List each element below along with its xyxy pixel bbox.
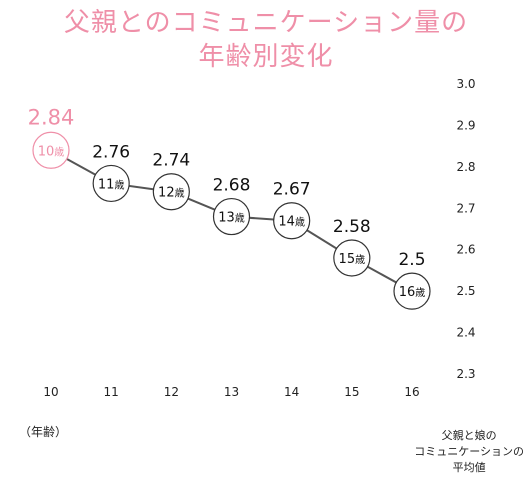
y-axis-label: 父親と娘の コミュニケーションの 平均値 (414, 428, 524, 476)
data-point-age-label: 10歳 (38, 144, 65, 159)
data-value-label: 2.58 (333, 217, 371, 237)
y-tick-label-2.3: 2.3 (456, 367, 475, 381)
data-value-label: 2.76 (92, 142, 130, 162)
data-point-marker (273, 202, 311, 240)
y-tick-label-2.6: 2.6 (456, 243, 475, 257)
data-value-label: 2.74 (152, 151, 190, 171)
x-tick-label-16: 16 (404, 385, 419, 399)
data-value-label: 2.84 (28, 105, 75, 129)
y-axis-label-line-3: 平均値 (452, 461, 486, 474)
data-value-label: 2.67 (273, 180, 311, 200)
x-tick-label-15: 15 (344, 385, 359, 399)
data-point-marker (152, 173, 190, 211)
data-point-marker (393, 272, 431, 310)
data-point-marker (212, 197, 251, 236)
data-value-label: 2.68 (213, 176, 251, 196)
chart-title: 父親とのコミュニケーション量の 年齢別変化 (0, 6, 532, 74)
data-point-marker (333, 239, 371, 277)
y-tick-label-3.0: 3.0 (456, 77, 475, 91)
x-tick-label-12: 12 (164, 385, 179, 399)
y-tick-label-2.5: 2.5 (456, 284, 475, 298)
data-point-marker (32, 131, 70, 169)
y-tick-label-2.7: 2.7 (456, 201, 475, 215)
y-axis-label-line-2: コミュニケーションの (414, 445, 524, 458)
title-line-1: 父親とのコミュニケーション量の (63, 8, 469, 38)
title-line-2: 年齢別変化 (198, 42, 334, 72)
x-tick-label-11: 11 (104, 385, 119, 399)
data-value-label: 2.5 (398, 250, 425, 270)
data-point-age-label: 16歳 (399, 285, 426, 300)
data-point-marker (92, 164, 130, 203)
y-tick-label-2.9: 2.9 (456, 118, 475, 132)
data-point-age-label: 13歳 (218, 211, 245, 226)
data-point-age-label: 15歳 (339, 252, 366, 267)
y-tick-label-2.8: 2.8 (456, 160, 475, 174)
data-point-age-label: 11歳 (98, 177, 125, 192)
x-tick-label-10: 10 (43, 385, 58, 399)
y-axis-label-line-1: 父親と娘の (441, 429, 497, 442)
x-axis-unit-label: （年齢） (19, 425, 68, 439)
x-tick-label-13: 13 (224, 385, 239, 399)
data-point-age-label: 12歳 (158, 186, 185, 201)
data-point-age-label: 14歳 (278, 215, 305, 230)
x-tick-label-14: 14 (284, 385, 299, 399)
y-tick-label-2.4: 2.4 (456, 326, 475, 340)
